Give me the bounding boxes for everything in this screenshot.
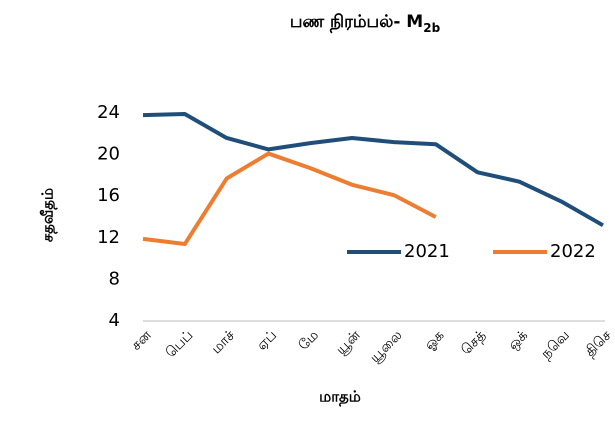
chart-title: பண நிரம்பல்- M2b (290, 12, 441, 35)
legend-label: 2022 (550, 241, 596, 262)
series-line (142, 151, 437, 247)
y-tick-label: 20 (97, 144, 120, 165)
x-tick-label: ஒக் (505, 327, 531, 353)
x-tick-label: யூலை (367, 327, 406, 366)
x-tick-label: திசெ (582, 327, 615, 360)
x-tick-label: மாச் (208, 327, 238, 357)
series-line (142, 112, 604, 228)
x-axis-label: மாதம் (319, 388, 361, 407)
y-axis-label: சதவீதம் (39, 188, 58, 242)
x-tick-label: ஏப் (254, 327, 280, 353)
title-main: பண நிரம்பல்- M (290, 12, 423, 34)
legend-label: 2021 (404, 241, 450, 262)
x-tick-label: நவெ (538, 327, 573, 362)
title-subscript: 2b (423, 21, 440, 35)
x-tick-label: யூன் (333, 327, 364, 358)
x-tick-label: ஓக (421, 327, 447, 353)
x-tick-label: சன (128, 327, 155, 354)
x-tick-label: பெப் (163, 327, 197, 361)
y-tick-label: 4 (109, 310, 120, 331)
y-tick-label: 24 (97, 102, 120, 123)
x-tick-label: மே (296, 327, 322, 353)
x-tick-label: செத் (458, 327, 489, 358)
y-tick-label: 12 (97, 227, 120, 248)
y-tick-label: 16 (97, 185, 120, 206)
y-tick-label: 8 (109, 268, 120, 289)
